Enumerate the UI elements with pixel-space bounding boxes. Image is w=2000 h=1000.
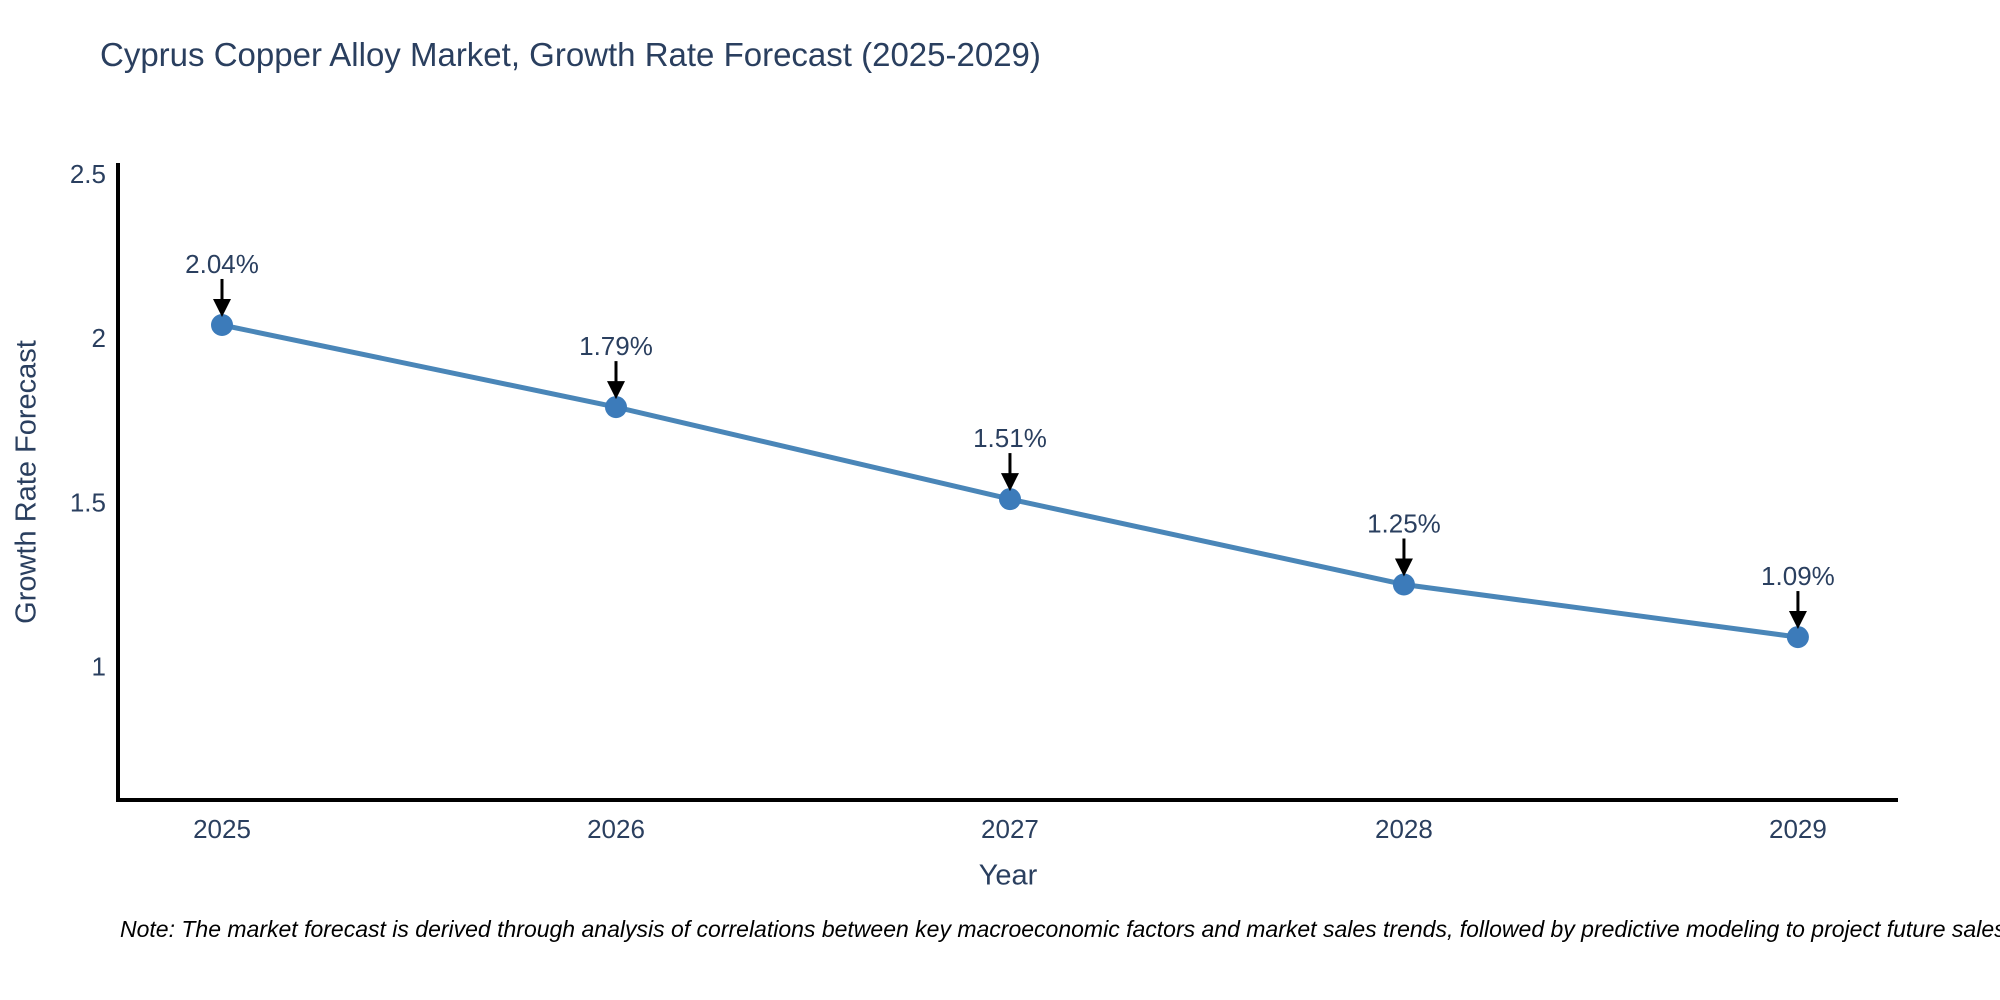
data-point-marker[interactable]	[605, 396, 627, 419]
y-tick-label: 2.5	[70, 159, 106, 189]
x-tick-label: 2027	[981, 814, 1039, 844]
footnote: Note: The market forecast is derived thr…	[120, 916, 2000, 942]
annotation-arrowhead-icon	[1394, 558, 1413, 577]
x-tick-label: 2028	[1375, 814, 1433, 844]
y-tick-label: 2	[92, 323, 106, 353]
data-point-marker[interactable]	[211, 314, 233, 336]
x-tick-label: 2029	[1769, 814, 1827, 844]
annotation-label: 1.51%	[973, 423, 1047, 453]
annotation-arrowhead-icon	[213, 298, 232, 317]
annotation-label: 1.09%	[1761, 561, 1835, 591]
x-tick-label: 2026	[587, 814, 645, 844]
data-point-marker[interactable]	[1392, 573, 1415, 596]
annotation-label: 2.04%	[185, 249, 259, 279]
annotation-arrowhead-icon	[1788, 611, 1807, 630]
chart-title: Cyprus Copper Alloy Market, Growth Rate …	[100, 36, 1041, 73]
x-tick-label: 2025	[193, 814, 251, 844]
data-point-marker[interactable]	[1786, 626, 1809, 649]
annotation-label: 1.25%	[1367, 509, 1441, 539]
y-tick-label: 1.5	[70, 487, 106, 517]
annotation-label: 1.79%	[579, 331, 653, 361]
annotation-arrowhead-icon	[606, 381, 625, 400]
annotation-arrowhead-icon	[1000, 473, 1019, 492]
x-axis-title: Year	[978, 859, 1038, 892]
data-point-marker[interactable]	[999, 488, 1021, 511]
y-tick-label: 1	[92, 652, 106, 682]
